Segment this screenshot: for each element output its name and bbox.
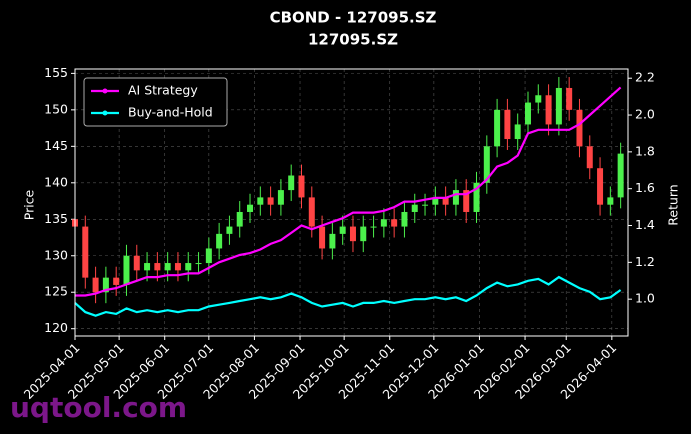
candle-body [319, 226, 326, 249]
candle-body [494, 109, 501, 147]
plot-frame [74, 68, 629, 337]
y-tick-label: 140 [44, 174, 68, 189]
candle-body [514, 124, 521, 140]
candle-body [82, 226, 89, 278]
candle-body [92, 277, 99, 293]
y-tick-label: 130 [44, 247, 68, 262]
y2-tick-label: 1.4 [635, 217, 655, 232]
candle-body [349, 226, 356, 242]
candle-body [360, 226, 367, 242]
candle-body [586, 146, 593, 169]
candle-body [473, 182, 480, 212]
candle-body [247, 204, 254, 212]
candle-body [195, 263, 202, 265]
candle-body [576, 109, 583, 147]
y2-tick-label: 2.0 [635, 107, 655, 122]
candle-body [164, 263, 171, 271]
candle-body [504, 109, 511, 140]
y2-tick-label: 2.2 [635, 70, 655, 85]
candle-body [391, 219, 398, 227]
candle-body [545, 95, 552, 125]
candle-body [617, 153, 624, 198]
legend-label: AI Strategy [128, 83, 198, 98]
candle-body [205, 248, 212, 264]
candle-body [339, 226, 346, 234]
watermark: uqtool.com [10, 391, 187, 424]
candle-body [298, 175, 305, 198]
candle-body [401, 211, 408, 227]
y2-axis-label: Return [666, 184, 681, 225]
candle-body [370, 226, 377, 228]
legend-marker [102, 110, 108, 116]
candle-body [277, 190, 284, 205]
candle-body [267, 197, 274, 205]
candle-body [442, 197, 449, 205]
candle-body [483, 146, 490, 183]
y-tick-label: 150 [44, 101, 68, 116]
candle-body [555, 87, 562, 125]
candle-body [524, 102, 531, 125]
candle-body [288, 175, 295, 191]
candle-body [308, 197, 315, 227]
y-tick-label: 155 [44, 65, 68, 80]
line-series [74, 275, 622, 317]
y-tick-label: 135 [44, 211, 68, 226]
candle-body [380, 219, 387, 227]
candle-body [422, 204, 429, 206]
legend-marker [102, 88, 108, 94]
y-tick-label: 145 [44, 138, 68, 153]
legend-box [83, 77, 228, 127]
y2-tick-label: 1.8 [635, 143, 655, 158]
candle-body [102, 277, 109, 293]
candle-body [144, 263, 151, 271]
y-tick-label: 125 [44, 284, 68, 299]
candle-body [236, 211, 243, 227]
candle-body [329, 233, 336, 249]
candle-body [535, 95, 542, 103]
candle-body [216, 233, 223, 249]
candle-body [607, 197, 614, 205]
line-series [75, 86, 622, 297]
chart-title: CBOND - 127095.SZ [270, 9, 437, 27]
y-axis-label: Price [22, 189, 37, 220]
chart-subtitle: 127095.SZ [308, 31, 398, 49]
candle-body [185, 263, 192, 271]
y2-tick-label: 1.2 [635, 254, 655, 269]
candle-body [463, 190, 470, 212]
candle-body [411, 204, 418, 212]
candle-body [154, 263, 161, 271]
y2-tick-label: 1.0 [635, 291, 655, 306]
candle-body [597, 168, 604, 205]
candle-body [452, 190, 459, 205]
y-tick-label: 120 [44, 320, 68, 335]
candle-body [123, 255, 130, 285]
candle-body [226, 226, 233, 234]
candle-body [432, 197, 439, 205]
y2-tick-label: 1.6 [635, 180, 655, 195]
candle-body [174, 263, 181, 271]
candle-body [566, 87, 573, 110]
candle-body [133, 255, 140, 271]
candle-body [257, 197, 264, 205]
legend-label: Buy-and-Hold [128, 105, 213, 120]
candle-body [113, 277, 120, 285]
